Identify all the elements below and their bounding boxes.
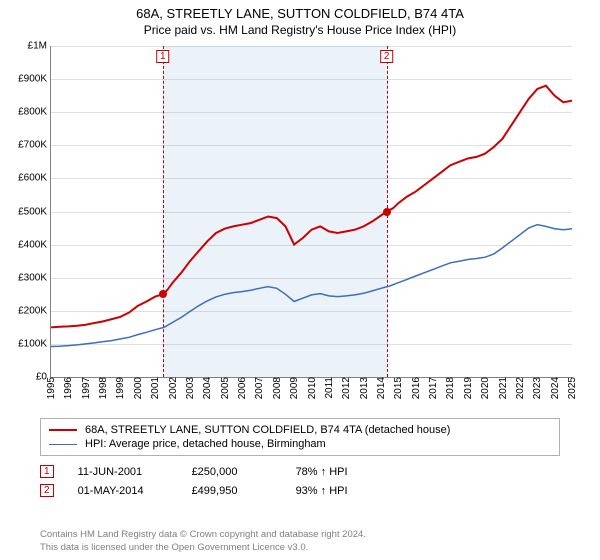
chart-plot-area: £0£100K£200K£300K£400K£500K£600K£700K£80…	[50, 46, 572, 378]
x-axis-label: 2000	[133, 377, 144, 403]
y-axis-label: £400K	[18, 239, 51, 250]
x-axis-label: 2021	[498, 377, 509, 403]
legend-swatch	[49, 444, 77, 445]
x-axis-label: 2007	[254, 377, 265, 403]
event-number-badge: 2	[40, 484, 54, 497]
x-axis-label: 2004	[202, 377, 213, 403]
x-axis-label: 2024	[550, 377, 561, 403]
x-axis-label: 1995	[46, 377, 57, 403]
x-axis-label: 2012	[341, 377, 352, 403]
legend-row: HPI: Average price, detached house, Birm…	[49, 437, 551, 451]
event-date: 11-JUN-2001	[78, 466, 168, 478]
y-axis-label: £600K	[18, 173, 51, 184]
legend-label: 68A, STREETLY LANE, SUTTON COLDFIELD, B7…	[85, 424, 450, 436]
y-axis-label: £500K	[18, 206, 51, 217]
x-axis-label: 2003	[185, 377, 196, 403]
footer-line1: Contains HM Land Registry data © Crown c…	[40, 529, 560, 541]
x-axis-label: 2011	[324, 377, 335, 403]
chart-title-block: 68A, STREETLY LANE, SUTTON COLDFIELD, B7…	[0, 0, 600, 37]
event-pct: 93% ↑ HPI	[296, 485, 386, 497]
x-axis-label: 2001	[150, 377, 161, 403]
series-property	[51, 86, 572, 328]
y-axis-label: £900K	[18, 74, 51, 85]
series-hpi	[51, 225, 572, 347]
footer-line2: This data is licensed under the Open Gov…	[40, 542, 560, 554]
chart-subtitle: Price paid vs. HM Land Registry's House …	[0, 23, 600, 37]
event-date: 01-MAY-2014	[78, 485, 168, 497]
x-axis-label: 2008	[272, 377, 283, 403]
event-row: 2 01-MAY-2014 £499,950 93% ↑ HPI	[40, 481, 560, 500]
event-pct: 78% ↑ HPI	[296, 466, 386, 478]
chart-title: 68A, STREETLY LANE, SUTTON COLDFIELD, B7…	[0, 6, 600, 21]
event-price: £250,000	[192, 466, 272, 478]
event-number-badge: 1	[40, 465, 54, 478]
footer-attribution: Contains HM Land Registry data © Crown c…	[40, 529, 560, 554]
y-axis-label: £200K	[18, 305, 51, 316]
x-axis-label: 1997	[81, 377, 92, 403]
x-axis-label: 2005	[220, 377, 231, 403]
events-table: 1 11-JUN-2001 £250,000 78% ↑ HPI 2 01-MAY-201…	[40, 462, 560, 500]
x-axis-label: 2018	[445, 377, 456, 403]
y-axis-label: £700K	[18, 140, 51, 151]
x-axis-label: 1999	[115, 377, 126, 403]
legend-row: 68A, STREETLY LANE, SUTTON COLDFIELD, B7…	[49, 423, 551, 437]
x-axis-label: 2022	[515, 377, 526, 403]
y-axis-label: £1M	[28, 41, 51, 52]
y-axis-label: £100K	[18, 338, 51, 349]
x-axis-label: 1998	[98, 377, 109, 403]
x-axis-label: 2025	[567, 377, 578, 403]
x-axis-label: 2010	[307, 377, 318, 403]
x-axis-label: 2002	[168, 377, 179, 403]
legend-swatch	[49, 429, 77, 431]
x-axis-label: 1996	[63, 377, 74, 403]
x-axis-label: 2017	[428, 377, 439, 403]
x-axis-label: 2016	[411, 377, 422, 403]
series-svg	[51, 46, 572, 377]
legend-box: 68A, STREETLY LANE, SUTTON COLDFIELD, B7…	[40, 418, 560, 456]
x-axis-label: 2015	[393, 377, 404, 403]
x-axis-label: 2019	[463, 377, 474, 403]
y-axis-label: £800K	[18, 107, 51, 118]
x-axis-label: 2023	[532, 377, 543, 403]
x-axis-label: 2013	[359, 377, 370, 403]
y-axis-label: £300K	[18, 272, 51, 283]
legend-label: HPI: Average price, detached house, Birm…	[85, 438, 326, 450]
x-axis-label: 2020	[480, 377, 491, 403]
x-axis-label: 2009	[289, 377, 300, 403]
event-price: £499,950	[192, 485, 272, 497]
x-axis-label: 2006	[237, 377, 248, 403]
event-row: 1 11-JUN-2001 £250,000 78% ↑ HPI	[40, 462, 560, 481]
x-axis-label: 2014	[376, 377, 387, 403]
